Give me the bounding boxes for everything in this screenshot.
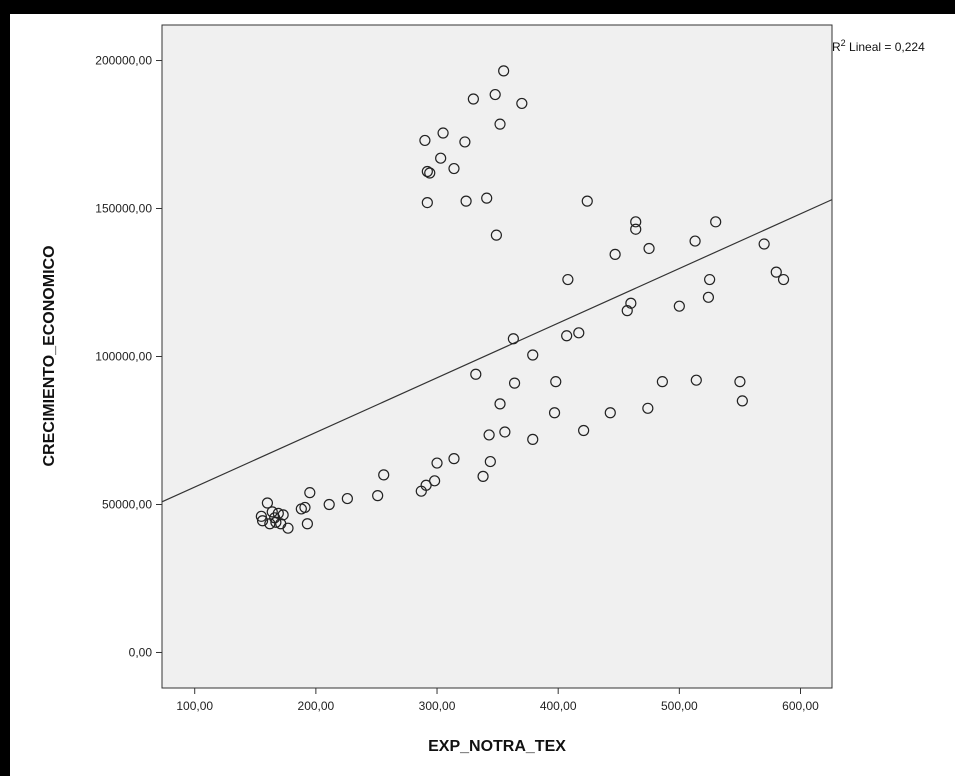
- scatter-point: [494, 398, 506, 410]
- y-tick-label: 0,00: [129, 645, 153, 659]
- scatter-point: [548, 407, 561, 419]
- scatter-point: [460, 195, 472, 207]
- scatter-point: [477, 470, 489, 482]
- scatter-point: [689, 235, 701, 247]
- scatter-point: [630, 216, 642, 228]
- r-squared-superscript: 2: [841, 38, 846, 48]
- scatter-point: [483, 429, 495, 441]
- scatter-point: [578, 424, 590, 437]
- scatter-point: [266, 506, 278, 518]
- r-squared-main: R: [832, 40, 841, 54]
- scatter-point: [467, 93, 479, 105]
- scatter-chart: 100,00 200,00 300,00 400,00 500,00 600,00 0,0…: [41, 24, 925, 755]
- scatter-point: [643, 242, 655, 255]
- scatter-point: [673, 300, 685, 312]
- scatter-point: [490, 229, 502, 241]
- scatter-point: [484, 455, 496, 468]
- scatter-point: [581, 195, 593, 207]
- scatter-point: [420, 479, 432, 491]
- scatter-point: [494, 118, 506, 130]
- scatter-point: [429, 475, 441, 487]
- scatter-point: [562, 273, 574, 286]
- scatter-point: [481, 192, 493, 204]
- x-tick-label: 200,00: [298, 699, 335, 713]
- scatter-point: [527, 433, 539, 445]
- scatter-point: [435, 152, 447, 164]
- x-tick-label: 400,00: [540, 699, 577, 713]
- scatter-point: [419, 134, 431, 147]
- y-tick-label: 200000,00: [95, 54, 152, 68]
- scatter-point: [272, 507, 284, 519]
- x-axis-title: EXP_NOTRA_TEX: [428, 738, 566, 755]
- scatter-point: [499, 426, 511, 438]
- chart-frame: 100,00 200,00 300,00 400,00 500,00 600,00 0,0…: [10, 14, 955, 776]
- scatter-point: [459, 136, 471, 148]
- scatter-point: [448, 453, 460, 465]
- scatter-point: [507, 333, 519, 345]
- data-points: [255, 65, 790, 534]
- scatter-point: [437, 127, 449, 139]
- scatter-point: [323, 498, 335, 511]
- scatter-point: [604, 407, 616, 419]
- x-tick-label: 600,00: [782, 699, 819, 713]
- scatter-point: [424, 167, 436, 179]
- scatter-point: [625, 297, 637, 309]
- scatter-point: [561, 330, 573, 342]
- scatter-point: [734, 376, 746, 388]
- scatter-point: [372, 490, 384, 502]
- scatter-point: [277, 509, 289, 521]
- scatter-point: [656, 376, 668, 388]
- scatter-point: [304, 487, 316, 499]
- scatter-point: [710, 216, 722, 228]
- scatter-point: [690, 374, 702, 386]
- y-axis: 0,00 50000,00 100000,00 150000,00 200000,00: [95, 54, 162, 659]
- scatter-point: [448, 162, 460, 175]
- scatter-point: [256, 515, 269, 527]
- scatter-point: [282, 522, 294, 534]
- scatter-point: [621, 305, 633, 317]
- scatter-point: [736, 395, 748, 407]
- y-axis-title: CRECIMIENTO_ECONOMICO: [41, 245, 58, 466]
- y-tick-label: 50000,00: [102, 497, 152, 511]
- x-tick-label: 500,00: [661, 699, 698, 713]
- scatter-point: [573, 327, 585, 339]
- scatter-point: [527, 349, 539, 361]
- scatter-point: [777, 273, 790, 286]
- x-tick-label: 100,00: [176, 699, 213, 713]
- fit-line: [161, 199, 833, 503]
- fit-line-group: [161, 199, 833, 503]
- scatter-point: [516, 97, 528, 110]
- scatter-point: [630, 223, 642, 235]
- r-squared-rest: Lineal = 0,224: [846, 40, 925, 54]
- scatter-point: [489, 88, 501, 101]
- scatter-point: [609, 248, 621, 260]
- scatter-point: [299, 501, 311, 514]
- scatter-point: [642, 402, 654, 414]
- scatter-point: [421, 196, 433, 209]
- scatter-point: [758, 238, 770, 250]
- y-tick-label: 150000,00: [95, 202, 152, 216]
- plot-area: [161, 24, 833, 689]
- y-tick-label: 100000,00: [95, 350, 152, 364]
- scatter-point: [378, 469, 390, 481]
- scatter-point: [261, 497, 274, 509]
- scatter-point: [470, 368, 482, 380]
- r-squared-label: R2 Lineal = 0,224: [832, 38, 925, 54]
- scatter-point: [301, 518, 313, 530]
- scatter-point: [770, 266, 782, 278]
- x-axis: 100,00 200,00 300,00 400,00 500,00 600,00: [176, 688, 819, 713]
- scatter-point: [550, 376, 562, 388]
- x-tick-label: 300,00: [419, 699, 456, 713]
- scatter-point: [341, 492, 353, 505]
- scatter-point: [255, 510, 267, 522]
- scatter-point: [431, 457, 443, 469]
- scatter-point: [498, 65, 510, 77]
- scatter-point: [702, 291, 715, 303]
- scatter-point: [508, 377, 521, 389]
- scatter-point: [704, 273, 716, 286]
- scatter-point: [421, 165, 433, 178]
